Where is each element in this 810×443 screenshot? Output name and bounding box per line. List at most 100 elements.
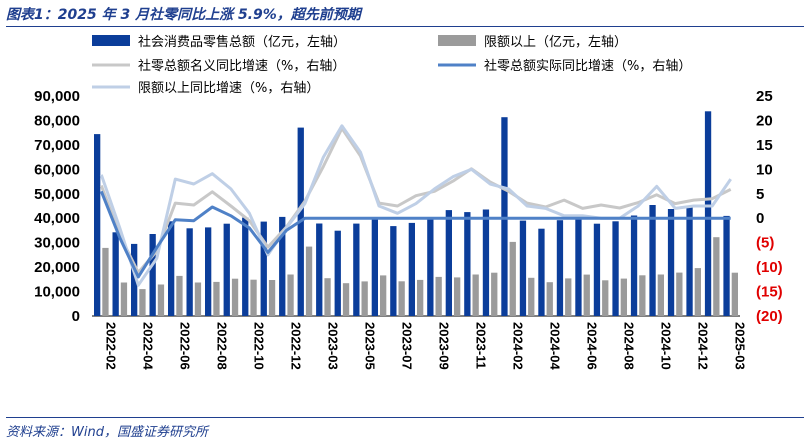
- right-tick-label: 20: [756, 112, 773, 129]
- bar-total-10: [279, 216, 286, 316]
- x-tick-label: 2024-06: [585, 322, 600, 370]
- legend-label-1: 限额以上（亿元，左轴）: [484, 35, 627, 50]
- right-tick-label: 5: [756, 186, 764, 203]
- bar-above-limit-8: [250, 279, 257, 316]
- bar-total-4: [168, 221, 175, 316]
- x-tick-label: 2024-04: [548, 322, 563, 370]
- legend-label-4: 限额以上同比增速（%，右轴）: [138, 81, 319, 96]
- x-tick-label: 2024-12: [696, 322, 711, 370]
- x-tick-label: 2024-08: [622, 322, 637, 370]
- bar-above-limit-19: [454, 277, 461, 316]
- line-series: [99, 124, 732, 287]
- bar-total-22: [501, 117, 508, 316]
- bar-total-34: [723, 215, 730, 316]
- x-tick-label: 2023-07: [399, 322, 414, 370]
- bar-total-2: [131, 243, 138, 316]
- bar-above-limit-9: [268, 280, 276, 316]
- right-tick-label: (10): [756, 259, 783, 276]
- line-real-growth: [99, 190, 731, 279]
- x-tick-label: 2023-05: [362, 322, 377, 370]
- right-tick-label: (20): [756, 308, 783, 325]
- bar-above-limit-27: [602, 280, 609, 316]
- left-tick-label: 70,000: [34, 137, 80, 154]
- x-tick-label: 2022-02: [103, 322, 118, 370]
- bar-above-limit-25: [565, 278, 572, 316]
- bar-total-28: [612, 221, 619, 316]
- bar-above-limit-0: [102, 247, 109, 316]
- line-nominal-growth: [99, 126, 732, 274]
- bar-above-limit-15: [380, 275, 387, 316]
- bar-above-limit-3: [157, 284, 165, 316]
- bar-total-21: [482, 209, 490, 316]
- bar-total-5: [186, 228, 193, 316]
- bar-above-limit-17: [417, 279, 424, 316]
- bar-total-20: [464, 212, 471, 316]
- x-tick-label: 2022-12: [288, 322, 303, 370]
- left-tick-label: 90,000: [34, 88, 80, 105]
- bar-above-limit-6: [213, 281, 220, 316]
- right-tick-label: 0: [756, 210, 764, 227]
- bar-above-limit-23: [528, 277, 535, 316]
- x-tick-label: 2024-10: [659, 322, 674, 370]
- bar-above-limit-12: [324, 278, 331, 316]
- bar-above-limit-29: [639, 275, 646, 316]
- bar-above-limit-18: [435, 276, 442, 316]
- chart-title: 图表1：2025 年 3 月社零同比上涨 5.9%，超先前预期: [6, 7, 361, 23]
- bar-above-limit-33: [713, 237, 720, 316]
- bar-total-8: [242, 217, 249, 316]
- bar-above-limit-5: [194, 282, 202, 316]
- right-tick-label: (15): [756, 284, 783, 301]
- bar-above-limit-2: [139, 289, 146, 316]
- bar-above-limit-26: [583, 274, 590, 316]
- bar-total-17: [408, 222, 415, 316]
- legend-label-3: 社零总额实际同比增速（%，右轴）: [484, 58, 691, 74]
- bar-above-limit-22: [509, 241, 516, 316]
- bar-total-26: [575, 216, 582, 316]
- bar-above-limit-10: [287, 274, 294, 316]
- legend-label-0: 社会消费品零售总额（亿元，左轴）: [138, 34, 346, 50]
- legend-swatch-0: [92, 35, 130, 46]
- x-tick-label: 2023-11: [474, 322, 489, 369]
- bar-above-limit-14: [361, 281, 368, 316]
- x-tick-label: 2025-03: [733, 322, 748, 370]
- left-tick-label: 30,000: [34, 235, 80, 252]
- bar-series: [94, 111, 738, 316]
- right-tick-label: (5): [756, 235, 774, 252]
- bar-above-limit-32: [694, 268, 701, 316]
- bar-total-23: [519, 220, 527, 316]
- bar-total-1: [112, 232, 119, 316]
- bar-total-15: [371, 218, 378, 316]
- legend-swatch-1: [438, 35, 476, 46]
- bar-above-limit-20: [472, 274, 479, 316]
- legend: 社会消费品零售总额（亿元，左轴） 限额以上（亿元，左轴） 社零总额名义同比增速（%，…: [92, 34, 691, 96]
- x-tick-label: 2023-03: [325, 322, 340, 370]
- left-tick-label: 50,000: [34, 186, 80, 203]
- left-tick-label: 60,000: [34, 161, 80, 178]
- legend-label-2: 社零总额名义同比增速（%，右轴）: [138, 58, 345, 74]
- bar-total-13: [334, 230, 341, 316]
- bar-above-limit-28: [620, 278, 627, 316]
- bar-above-limit-34: [731, 272, 738, 316]
- bar-total-27: [593, 223, 601, 316]
- bar-total-16: [390, 226, 397, 316]
- right-tick-label: 15: [756, 137, 773, 154]
- bar-total-0: [94, 134, 101, 316]
- left-tick-label: 10,000: [34, 284, 80, 301]
- x-tick-label: 2022-04: [140, 322, 155, 370]
- bar-total-33: [704, 111, 712, 316]
- x-tick-label: 2022-10: [251, 322, 266, 370]
- right-tick-label: 25: [756, 88, 773, 105]
- bar-total-30: [649, 205, 656, 316]
- bar-above-limit-7: [231, 278, 239, 316]
- bar-total-18: [427, 218, 434, 316]
- bar-total-29: [630, 215, 638, 316]
- bar-above-limit-30: [657, 274, 664, 316]
- x-tick-label: 2022-08: [214, 322, 229, 370]
- left-tick-label: 40,000: [34, 210, 80, 227]
- line-above-limit-growth: [99, 124, 732, 287]
- bar-above-limit-1: [120, 282, 128, 316]
- bar-total-6: [205, 227, 212, 316]
- bar-total-12: [316, 223, 323, 316]
- bar-above-limit-16: [398, 281, 405, 316]
